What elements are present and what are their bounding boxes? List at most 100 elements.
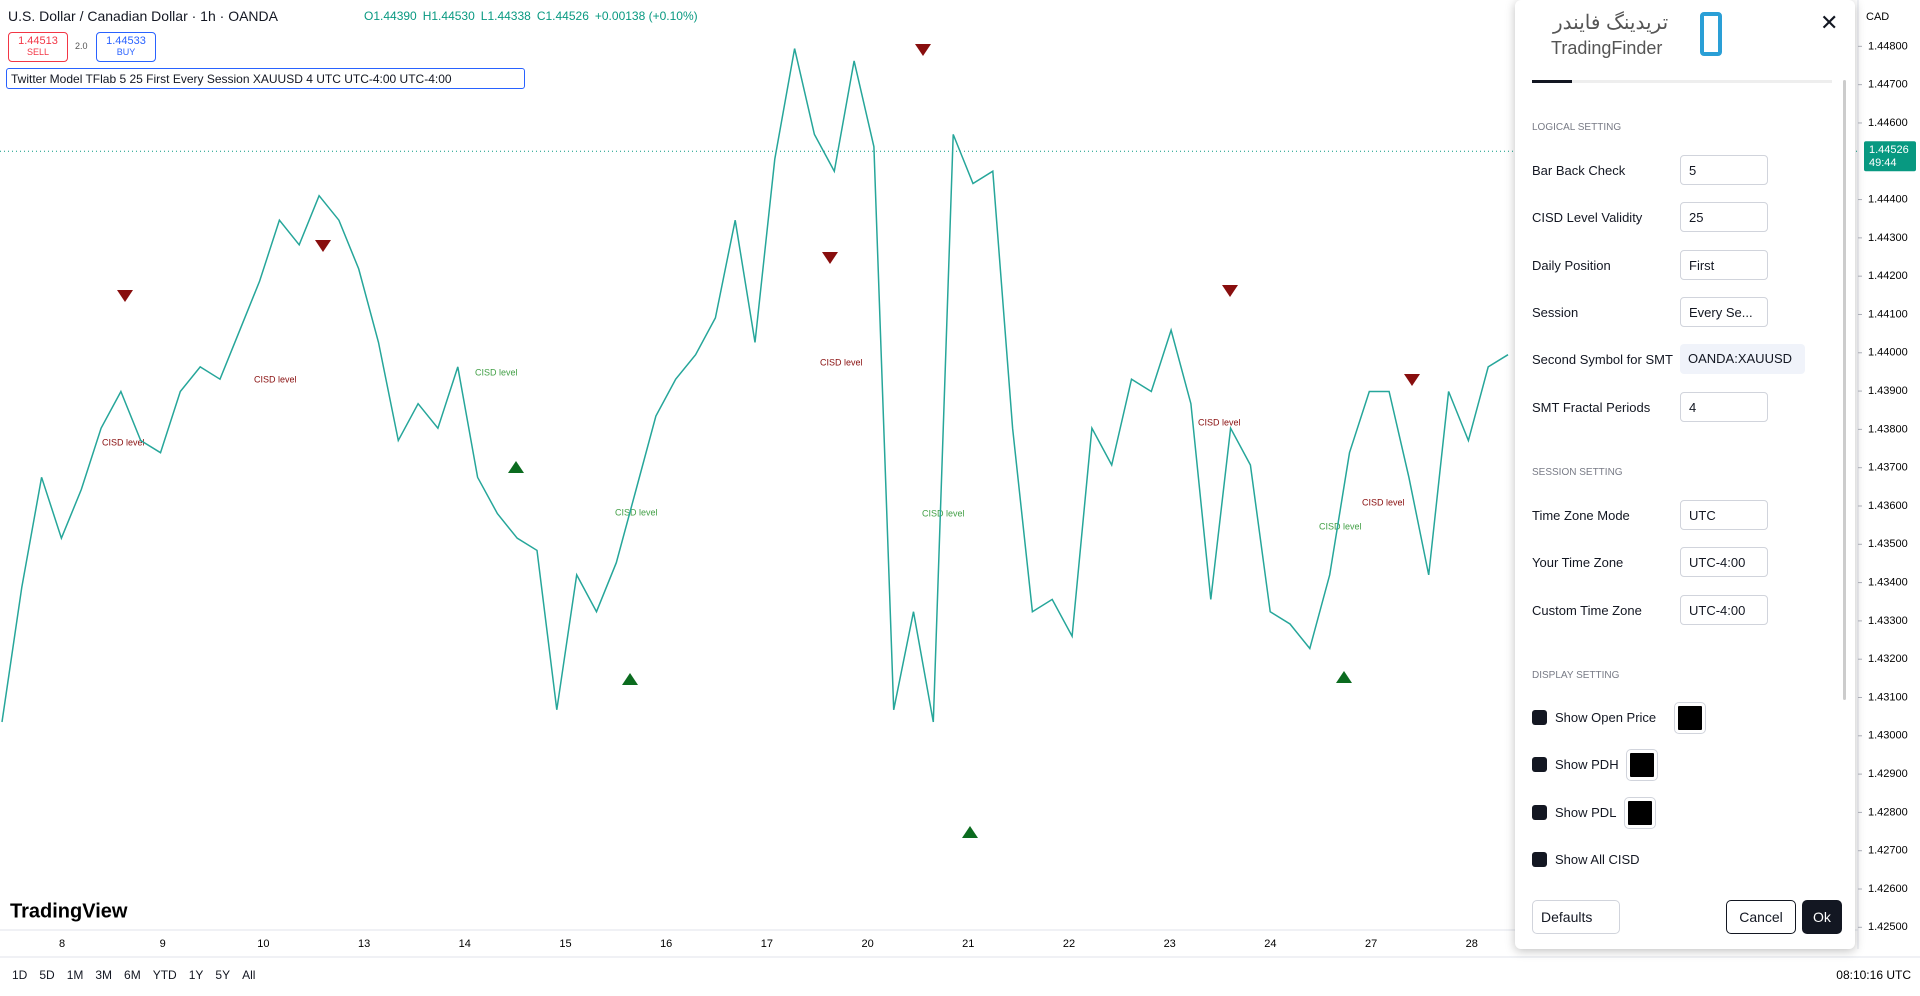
x-tick-label: 28	[1466, 938, 1478, 950]
range-button[interactable]: 5Y	[215, 968, 231, 982]
field-input[interactable]: 25	[1680, 202, 1768, 233]
ohlc-value: C1.44526	[536, 9, 589, 23]
signal-down	[315, 240, 331, 252]
x-tick-label: 13	[358, 938, 370, 950]
cancel-button[interactable]: Cancel	[1726, 900, 1796, 934]
y-tick-label: 1.44600	[1868, 117, 1908, 129]
buy-price: 1.44533	[106, 35, 146, 47]
range-button[interactable]: All	[242, 968, 256, 982]
range-bar: 1D 5D 1M 3M 6M YTD 1Y 5Y All	[12, 968, 267, 982]
signal-down	[822, 252, 838, 264]
tab-underline	[1532, 80, 1832, 83]
range-button[interactable]: YTD	[152, 968, 177, 982]
section-title: DISPLAY SETTING	[1532, 670, 1620, 681]
range-button[interactable]: 5D	[39, 968, 55, 982]
color-swatch[interactable]	[1624, 796, 1656, 829]
ohlc: O1.44390 H1.44530 L1.44338 C1.44526 +0.00138…	[364, 9, 704, 23]
x-tick-label: 17	[761, 938, 773, 950]
y-tick-label: 1.43000	[1868, 730, 1908, 742]
sell-label: SELL	[26, 47, 50, 57]
ohlc-value: H1.44530	[422, 9, 475, 23]
y-tick-label: 1.43900	[1868, 385, 1908, 397]
checkbox[interactable]	[1532, 757, 1547, 773]
indicator-legend[interactable]: Twitter Model TFlab 5 25 First Every Ses…	[6, 68, 525, 89]
field-label: CISD Level Validity	[1532, 210, 1643, 226]
y-tick-label: 1.44800	[1868, 40, 1908, 52]
x-tick-label: 22	[1063, 938, 1075, 950]
watermark-fa: تریدینگ فایندر	[1553, 12, 1669, 34]
range-button[interactable]: 1M	[66, 968, 84, 982]
section-title: LOGICAL SETTING	[1532, 122, 1622, 133]
y-tick-label: 1.43700	[1868, 462, 1908, 474]
y-tick-label: 1.42600	[1868, 883, 1908, 895]
section-title: SESSION SETTING	[1532, 467, 1623, 478]
close-button[interactable]: ✕	[1820, 10, 1839, 35]
defaults-button[interactable]: Defaults	[1532, 900, 1620, 934]
symbol[interactable]: U.S. Dollar / Canadian Dollar · 1h · OAN…	[8, 8, 278, 24]
field-input[interactable]: 4	[1680, 391, 1768, 422]
y-tick-label: 1.42900	[1868, 768, 1908, 780]
field-label: Time Zone Mode	[1532, 508, 1630, 523]
field-label: Your Time Zone	[1532, 555, 1624, 571]
ok-button[interactable]: Ok	[1802, 900, 1842, 934]
signal-up	[1336, 671, 1352, 683]
cisd-label: CISD level	[1362, 497, 1405, 507]
y-tick-label: 1.44300	[1868, 232, 1908, 244]
x-tick-label: 27	[1365, 938, 1377, 950]
ohlc-value: L1.44338	[480, 9, 531, 23]
range-button[interactable]: 3M	[95, 968, 113, 982]
field-input[interactable]: Every Se...	[1680, 296, 1768, 327]
field-input[interactable]: OANDA:XAUUSD	[1680, 344, 1805, 375]
x-tick-label: 15	[559, 938, 571, 950]
color-swatch[interactable]	[1626, 749, 1658, 782]
y-tick-label: 1.43100	[1868, 691, 1908, 703]
x-tick-label: 20	[861, 938, 873, 950]
range-button[interactable]: 1Y	[188, 968, 204, 982]
field-input[interactable]: First	[1680, 249, 1768, 280]
cisd-label: CISD level	[922, 508, 965, 518]
checkbox[interactable]	[1532, 851, 1547, 867]
cisd-label: CISD level	[475, 367, 518, 377]
field-label: Session	[1532, 304, 1579, 320]
field-label: Custom Time Zone	[1532, 602, 1642, 618]
field-label: Daily Position	[1532, 257, 1611, 273]
x-tick-label: 10	[257, 938, 269, 950]
cisd-label: CISD level	[102, 437, 145, 447]
x-tick-label: 14	[459, 938, 471, 950]
cisd-label: CISD level	[820, 357, 863, 367]
field-input[interactable]: UTC-4:00	[1680, 594, 1768, 625]
ohlc-value: O1.44390	[364, 9, 417, 23]
signal-down	[117, 290, 133, 302]
sell-button[interactable]: 1.44513 SELL	[8, 32, 68, 62]
countdown: 49:44	[1869, 157, 1897, 169]
y-tick-label: 1.44200	[1868, 270, 1908, 282]
cisd-label: CISD level	[1198, 417, 1241, 427]
y-tick-label: 1.43500	[1868, 538, 1908, 550]
color-swatch[interactable]	[1674, 702, 1706, 734]
signal-up	[962, 826, 978, 838]
checkbox[interactable]	[1532, 710, 1547, 725]
x-tick-label: 16	[660, 938, 672, 950]
watermark-icon	[1700, 12, 1722, 56]
checkbox[interactable]	[1532, 804, 1547, 820]
field-label: Bar Back Check	[1532, 163, 1626, 178]
scrollbar	[1843, 80, 1846, 700]
range-button[interactable]: 1D	[12, 968, 28, 982]
field-input[interactable]: 5	[1680, 155, 1768, 185]
range-button[interactable]: 6M	[124, 968, 141, 982]
field-input[interactable]: UTC-4:00	[1680, 547, 1768, 578]
x-tick-label: 21	[962, 938, 974, 950]
check-label: Show PDH	[1555, 757, 1619, 773]
buy-button[interactable]: 1.44533 BUY	[96, 32, 156, 62]
y-tick-label: 1.43400	[1868, 576, 1908, 588]
field-input[interactable]: UTC	[1680, 500, 1768, 530]
check-label: Show Open Price	[1555, 710, 1657, 725]
x-tick-label: 8	[59, 938, 65, 950]
signal-up	[508, 461, 524, 473]
last-price-tag	[1864, 141, 1916, 172]
currency: CAD	[1866, 11, 1889, 23]
y-tick-label: 1.43200	[1868, 653, 1908, 665]
logo: TradingView	[10, 900, 128, 922]
